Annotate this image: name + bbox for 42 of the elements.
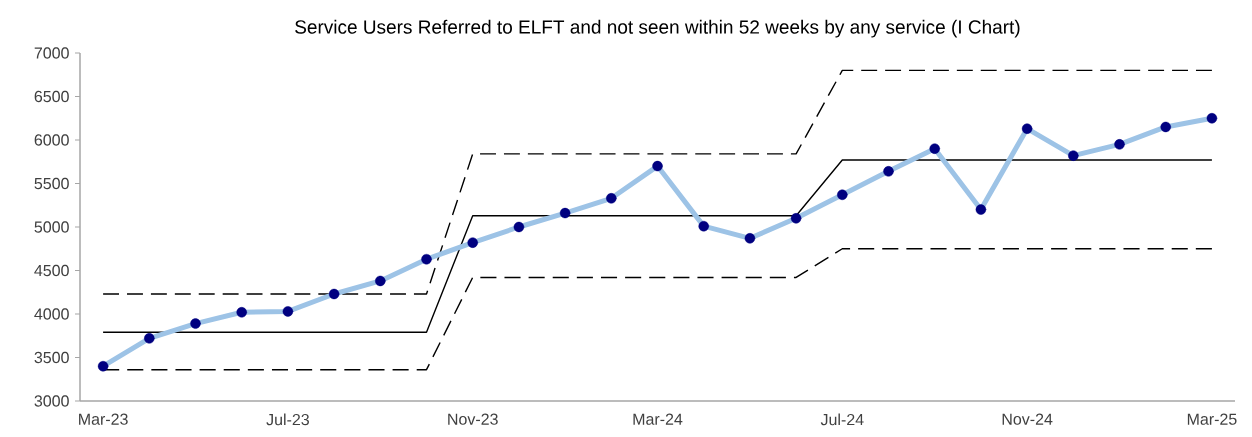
point [144,333,155,344]
point [236,307,247,318]
y-tick-label: 4500 [34,264,69,277]
point [698,220,709,232]
point [1021,123,1033,134]
y-tick-label: 7000 [34,47,69,59]
point [190,318,201,329]
x-tick-label: Nov-23 [448,413,498,425]
chart-title: Service Users Referred to ELFT and not seen within 52 weeks by any service (I Chart) [295,19,1020,38]
point [790,213,802,224]
y-tick-label: 6000 [34,134,69,146]
y-tick-label: 3500 [34,351,69,364]
point [467,237,478,248]
point [1160,121,1171,133]
point [97,361,109,372]
point [606,193,617,204]
x-tick-label: Jul-24 [820,413,864,426]
point [559,207,571,219]
point [1206,113,1218,124]
point [375,275,386,287]
y-tick-label: 3000 [34,395,69,407]
point [929,143,940,154]
y-tick-label: 6500 [34,90,69,103]
point [837,189,848,201]
y-tick-label: 4000 [34,308,69,320]
point [883,166,894,177]
point [975,204,987,215]
point [421,253,432,265]
point [744,233,756,244]
point [652,160,663,172]
point [328,288,340,300]
point [513,221,525,233]
point [282,306,294,317]
x-tick-label: Mar-23 [79,413,128,425]
point [1068,150,1079,161]
x-tick-label: Nov-24 [1002,413,1053,425]
y-tick-label: 5000 [34,221,69,233]
x-tick-label: Mar-25 [1187,413,1237,425]
y-tick-label: 5500 [34,177,69,190]
x-tick-label: Jul-23 [266,413,309,426]
x-tick-label: Mar-24 [633,413,683,425]
point [1114,139,1125,150]
